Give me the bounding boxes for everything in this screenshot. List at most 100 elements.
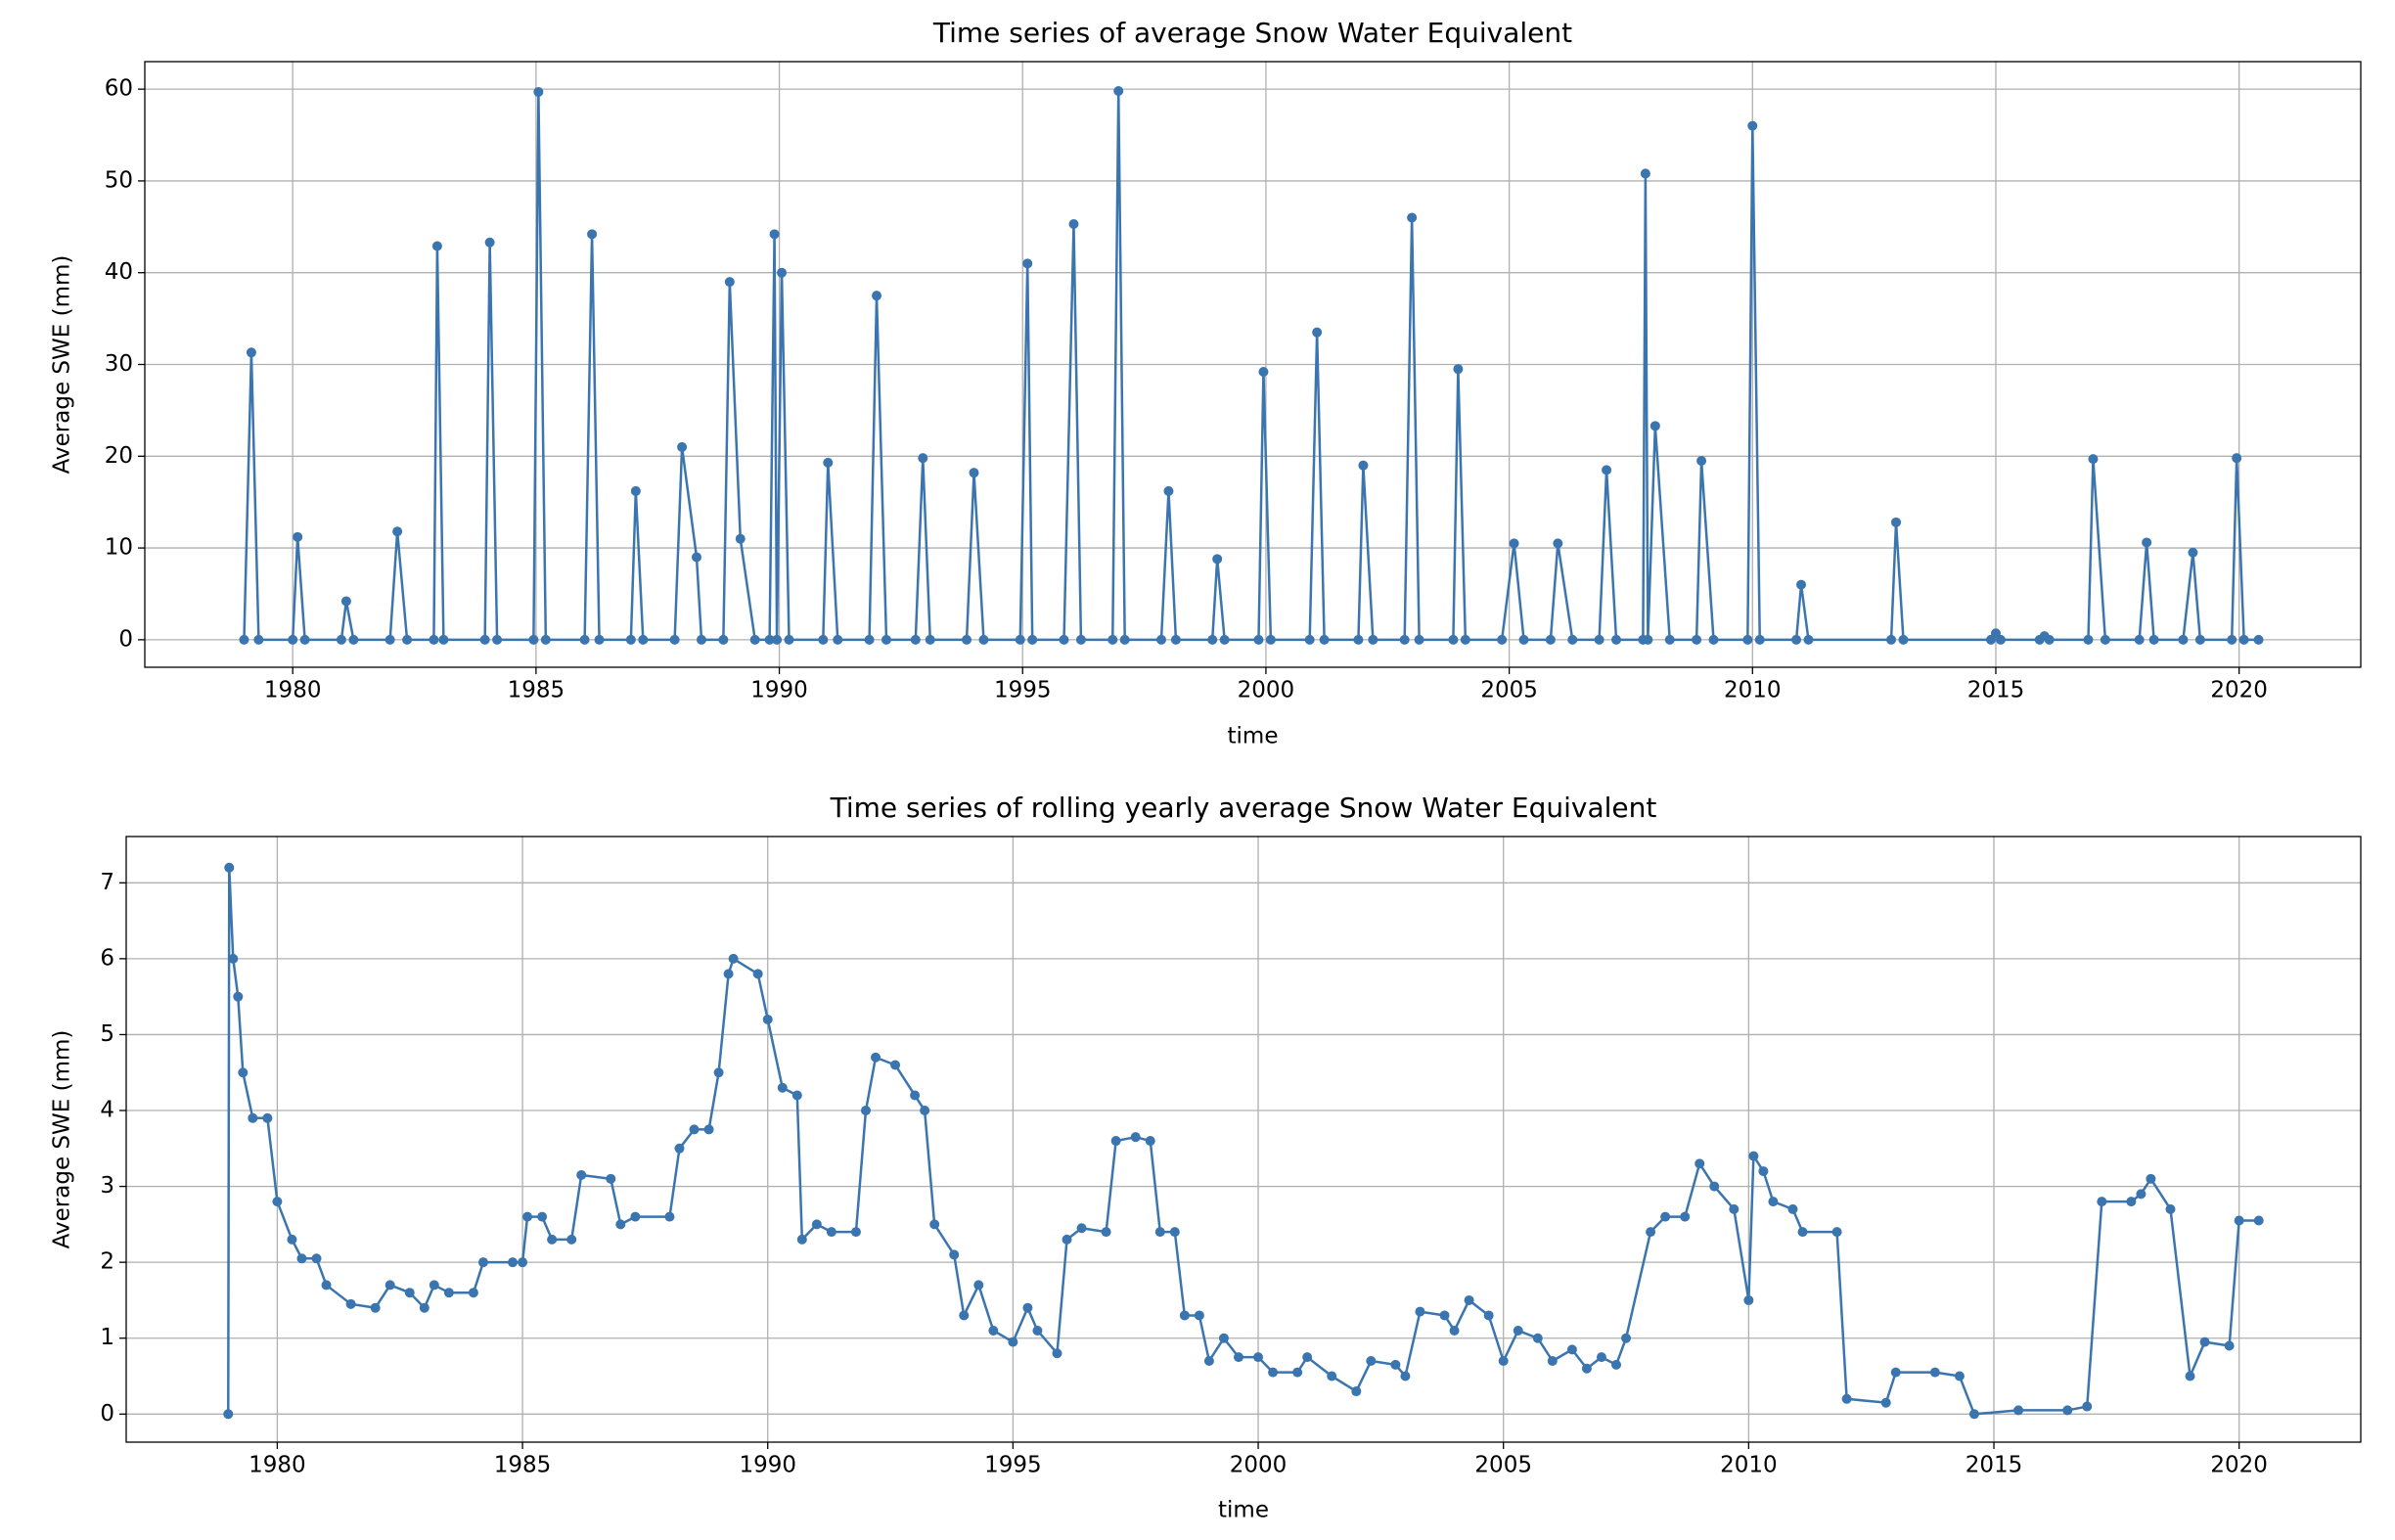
data-point <box>1218 1333 1229 1343</box>
x-tick-label: 2010 <box>1724 678 1782 703</box>
data-point <box>528 634 539 645</box>
data-point <box>1483 1310 1494 1321</box>
x-tick-label: 2015 <box>1967 678 2025 703</box>
data-point <box>1464 1294 1474 1305</box>
data-point <box>2188 547 2198 558</box>
data-point <box>791 1090 802 1101</box>
data-point <box>336 634 346 645</box>
data-point <box>860 1106 871 1116</box>
data-point <box>1453 364 1464 375</box>
data-point <box>594 634 605 645</box>
data-point <box>239 634 249 645</box>
x-tick-label: 1990 <box>739 1453 796 1478</box>
data-point <box>2199 1336 2210 1347</box>
data-point <box>1312 327 1323 338</box>
data-point <box>769 229 780 240</box>
data-point <box>484 237 495 248</box>
y-tick-label: 60 <box>105 76 133 102</box>
data-point <box>713 1067 724 1078</box>
x-tick-label: 2020 <box>2210 1453 2268 1478</box>
data-point <box>1027 634 1038 645</box>
data-point <box>1518 634 1529 645</box>
x-tick-label: 2020 <box>2210 678 2268 703</box>
data-point <box>1797 1227 1808 1238</box>
data-point <box>1880 1397 1891 1408</box>
data-point <box>1068 219 1079 230</box>
data-point <box>764 634 775 645</box>
data-point <box>1449 1325 1460 1336</box>
data-point <box>871 1052 881 1063</box>
data-point <box>1368 634 1378 645</box>
x-tick-label: 2000 <box>1230 1453 1288 1478</box>
data-point <box>1163 485 1174 496</box>
data-point <box>796 1234 807 1245</box>
data-point <box>669 634 680 645</box>
data-point <box>1545 634 1556 645</box>
chart-title: Time series of average Snow Water Equiva… <box>932 17 1572 49</box>
data-point <box>2146 1173 2156 1184</box>
data-point <box>723 969 734 979</box>
data-point <box>2224 1340 2235 1351</box>
data-point <box>1448 634 1459 645</box>
y-tick-label: 0 <box>100 1401 114 1427</box>
y-tick-label: 0 <box>118 626 133 652</box>
data-point <box>2178 634 2189 645</box>
data-point <box>1110 1136 1121 1147</box>
y-tick-label: 2 <box>100 1249 114 1275</box>
data-point <box>703 1124 714 1135</box>
data-point <box>1366 1356 1377 1367</box>
data-point <box>293 531 303 542</box>
data-point <box>287 1234 297 1245</box>
data-point <box>2134 634 2145 645</box>
data-point <box>340 596 351 607</box>
data-point <box>1022 258 1033 269</box>
data-point <box>1748 1151 1759 1161</box>
data-point <box>910 1090 921 1101</box>
y-axis-label: Average SWE (mm) <box>50 1030 75 1249</box>
data-point <box>1596 1352 1606 1363</box>
data-point <box>811 1219 822 1230</box>
data-point <box>233 991 244 1002</box>
data-point <box>988 1325 999 1336</box>
data-point <box>1646 1227 1656 1238</box>
data-point <box>881 634 891 645</box>
data-point <box>2148 634 2159 645</box>
data-point <box>1113 86 1124 97</box>
data-point <box>1022 1302 1033 1313</box>
data-point <box>1831 1227 1842 1238</box>
data-point <box>1791 634 1802 645</box>
data-point <box>1898 634 1909 645</box>
data-point <box>429 1280 439 1291</box>
data-point <box>311 1253 322 1264</box>
data-point <box>402 634 413 645</box>
data-point <box>925 634 935 645</box>
data-point <box>1130 1132 1141 1143</box>
data-point <box>1212 554 1223 565</box>
data-point <box>1319 634 1330 645</box>
data-point <box>1460 634 1470 645</box>
data-point <box>1649 421 1660 431</box>
x-axis-label: time <box>1228 724 1279 749</box>
data-point <box>223 1409 234 1420</box>
data-point <box>566 1234 577 1245</box>
y-tick-label: 30 <box>105 351 133 377</box>
data-point <box>1696 455 1707 466</box>
data-point <box>1532 1333 1543 1343</box>
data-point <box>692 552 702 563</box>
y-tick-label: 5 <box>100 1021 114 1047</box>
data-point <box>1547 1356 1558 1367</box>
plot-frame <box>125 836 2362 1443</box>
data-point <box>1954 1371 1965 1381</box>
x-tick-label: 2015 <box>1966 1453 2023 1478</box>
data-point <box>749 634 760 645</box>
data-point <box>1179 1310 1190 1321</box>
data-point <box>1754 634 1765 645</box>
data-point <box>1602 465 1612 476</box>
data-point <box>1400 1371 1411 1381</box>
data-point <box>1509 538 1519 549</box>
data-point <box>784 634 794 645</box>
data-point <box>850 1227 861 1238</box>
data-point <box>823 457 834 468</box>
data-point <box>674 1143 685 1154</box>
